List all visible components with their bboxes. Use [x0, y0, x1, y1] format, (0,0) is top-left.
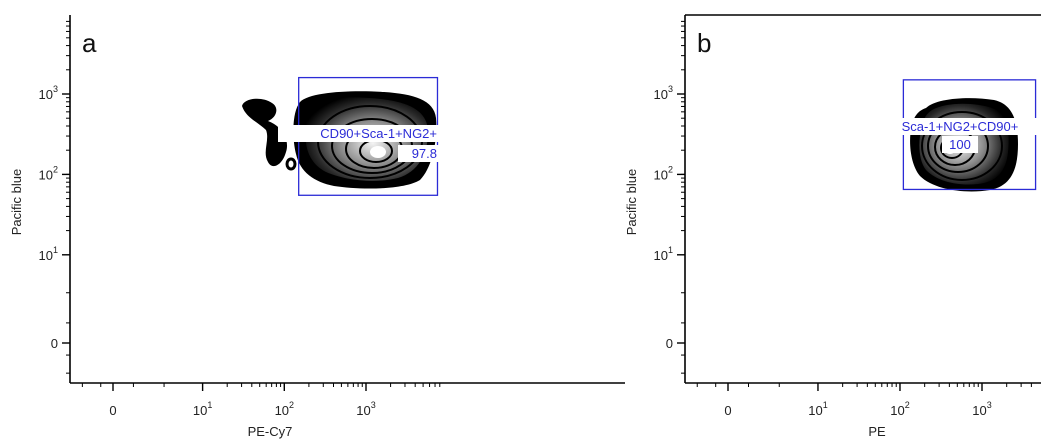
- panel-b-y-tick-label: 101: [654, 245, 673, 263]
- panel-a-y-axis-label: Pacific blue: [9, 169, 24, 235]
- panel-a-x-tick-label: 103: [356, 400, 375, 418]
- panel-a-contour-left-lobe: [242, 98, 288, 167]
- panel-b-gate-percent: 100: [949, 137, 971, 152]
- panel-b-letter: b: [697, 28, 711, 58]
- panel-b-x-axis-label: PE: [868, 424, 886, 439]
- panel-a-x-tick-label: 0: [109, 403, 116, 418]
- panel-a-contour-small-spot: [285, 157, 297, 171]
- panel-a-x-tick-label: 101: [193, 400, 212, 418]
- panel-a-gate-percent: 97.8: [412, 146, 437, 161]
- panel-b-axes: 0 101 102 103 0 101 102 103: [654, 14, 1041, 418]
- panel-a-axes: 0 101 102 103 0 101 102 103: [39, 15, 625, 418]
- panel-a-y-tick-label: 103: [39, 84, 58, 102]
- panel-a-gate-percent-background: [398, 145, 440, 162]
- panel-b-y-tick-label: 102: [654, 164, 673, 182]
- panel-a-letter: a: [82, 28, 97, 58]
- panel-a-y-tick-label: 102: [39, 164, 58, 182]
- panel-b-x-tick-label: 102: [890, 400, 909, 418]
- panel-b-gate-percent-background: [942, 136, 978, 153]
- panel-a-x-axis-label: PE-Cy7: [248, 424, 293, 439]
- panel-b-y-tick-label: 0: [666, 336, 673, 351]
- panel-a-x-tick-label: 102: [275, 400, 294, 418]
- panel-b-gate-label-background: [878, 118, 1038, 135]
- panel-a-gate-name: CD90+Sca-1+NG2+: [320, 126, 437, 141]
- panel-b: b Sca-1+NG2+CD90+ 100 0 101 102 103 0 101 102 1…: [624, 14, 1041, 439]
- panel-a-contour-core: [370, 146, 386, 158]
- panel-a-y-tick-label: 101: [39, 245, 58, 263]
- panel-b-x-tick-label: 103: [972, 400, 991, 418]
- panel-a: a CD90+Sca-1+NG2+ 97.8 0 101 102 103 0 101 102…: [9, 15, 625, 439]
- panel-a-gate-label-background: [278, 125, 440, 142]
- panel-b-y-tick-label: 103: [654, 84, 673, 102]
- panel-b-gate-name: Sca-1+NG2+CD90+: [902, 119, 1019, 134]
- panel-a-y-tick-label: 0: [51, 336, 58, 351]
- panel-b-x-tick-label: 0: [724, 403, 731, 418]
- panel-b-x-tick-label: 101: [808, 400, 827, 418]
- panel-b-y-axis-label: Pacific blue: [624, 169, 639, 235]
